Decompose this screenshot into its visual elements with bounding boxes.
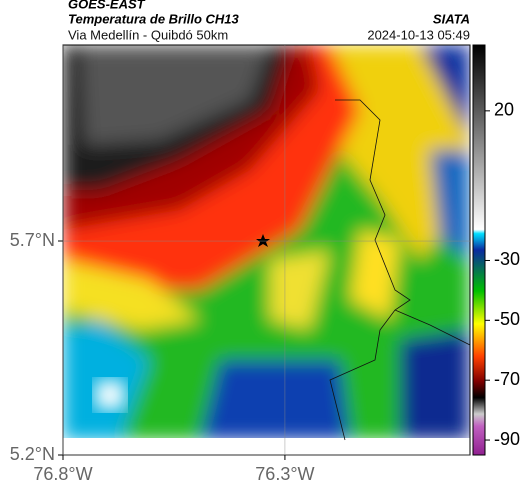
- colorbar-tick-label: -50: [494, 309, 520, 329]
- colorbar-tick-label: -70: [494, 369, 520, 389]
- lat-tick-label: 5.2°N: [10, 444, 55, 464]
- source: SIATA: [433, 11, 470, 26]
- colorbar-tick-label: -90: [494, 429, 520, 449]
- colorbar-tick-label: -30: [494, 249, 520, 269]
- lon-tick-label: 76.3°W: [255, 464, 314, 484]
- colorbar: [472, 44, 486, 456]
- product: Temperatura de Brillo CH13: [68, 11, 240, 26]
- datetime: 2024-10-13 05:49: [367, 27, 470, 42]
- location-marker: [256, 234, 270, 247]
- lat-tick-label: 5.7°N: [10, 230, 55, 250]
- colorbar-tick-label: 20: [494, 100, 514, 120]
- satellite: GOES-EAST: [68, 0, 146, 11]
- lon-tick-label: 76.8°W: [33, 464, 92, 484]
- satellite-image: [63, 45, 470, 455]
- route: Via Medellín - Quibdó 50km: [68, 27, 228, 42]
